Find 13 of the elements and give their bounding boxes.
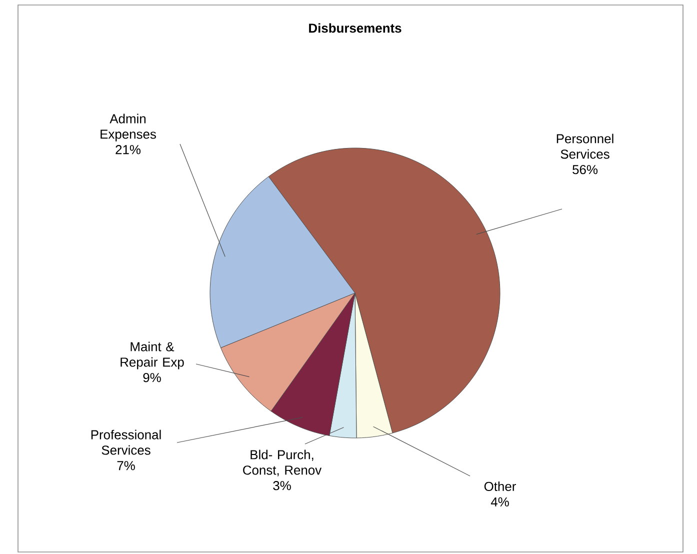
- slice-label: Personnel Services: [556, 134, 614, 159]
- data-label: 21%: [116, 145, 141, 154]
- slice-label: Professional Services: [91, 430, 161, 455]
- chart-title: Disbursements: [309, 23, 402, 33]
- slice-label: Other: [484, 482, 516, 492]
- data-label: 7%: [117, 461, 135, 470]
- data-label: 9%: [143, 373, 161, 382]
- data-label: 3%: [273, 481, 291, 490]
- slice-label: Maint & Repair Exp: [120, 342, 184, 370]
- slice-label: Bld- Purch, Const, Renov: [243, 450, 322, 476]
- data-label: 4%: [490, 497, 509, 506]
- data-label: 56%: [572, 165, 598, 174]
- slice-label: Admin Expenses: [100, 114, 156, 142]
